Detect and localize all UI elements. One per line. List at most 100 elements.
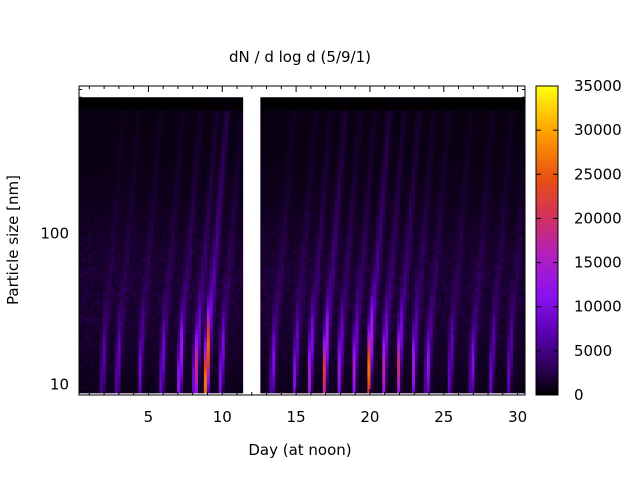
heatmap-cell <box>81 266 86 271</box>
heatmap-cell <box>174 270 178 276</box>
heatmap-cell <box>120 219 125 225</box>
heatmap-cell <box>153 105 157 111</box>
heatmap-cell <box>189 287 193 293</box>
heatmap-cell <box>111 316 116 322</box>
heatmap-cell <box>129 190 134 195</box>
heatmap-cell <box>183 181 187 187</box>
heatmap-cell <box>129 228 134 233</box>
heatmap-cell <box>147 169 151 174</box>
heatmap-cell <box>87 97 92 103</box>
heatmap-cell <box>165 329 169 335</box>
heatmap-cell <box>209 240 214 246</box>
heatmap-cell <box>230 185 235 191</box>
heatmap-cell <box>120 185 125 191</box>
heatmap-cell <box>183 215 187 221</box>
heatmap-cell <box>186 105 190 111</box>
heatmap-cell <box>293 266 297 271</box>
heatmap-cell <box>197 308 202 314</box>
heatmap-cell <box>218 312 223 318</box>
heatmap-cell <box>135 240 140 246</box>
heatmap-cell <box>269 257 273 263</box>
heatmap-cell <box>114 299 119 305</box>
heatmap-cell <box>87 126 92 132</box>
heatmap-cell <box>99 342 104 347</box>
heatmap-cell <box>84 304 89 309</box>
heatmap-cell <box>293 371 297 377</box>
heatmap-cell <box>174 194 178 200</box>
heatmap-cell <box>114 194 119 200</box>
heatmap-cell <box>111 249 116 255</box>
heatmap-cell <box>293 190 297 195</box>
heatmap-cell <box>284 101 288 107</box>
heatmap-cell <box>102 135 107 141</box>
heatmap-cell <box>224 358 229 364</box>
heatmap-cell <box>114 105 119 111</box>
heatmap-cell <box>123 122 128 128</box>
heatmap-cell <box>290 312 294 318</box>
heatmap-cell <box>126 139 131 145</box>
heatmap-cell <box>183 304 187 309</box>
heatmap-cell <box>183 295 187 301</box>
heatmap-cell <box>81 118 86 124</box>
heatmap-cell <box>186 219 190 225</box>
heatmap-cell <box>230 299 235 305</box>
heatmap-cell <box>108 202 113 208</box>
heatmap-cell <box>189 207 193 212</box>
heatmap-cell <box>174 325 178 331</box>
heatmap-cell <box>126 177 131 183</box>
heatmap-cell <box>304 299 309 305</box>
heatmap-cell <box>114 244 119 250</box>
heatmap-cell <box>284 122 288 128</box>
heatmap-cell <box>197 244 202 250</box>
heatmap-cell <box>138 126 143 132</box>
heatmap-cell <box>284 249 288 255</box>
heatmap-cell <box>266 346 270 352</box>
heatmap-cell <box>129 337 134 343</box>
heatmap-cell <box>156 346 160 352</box>
heatmap-cell <box>117 287 122 293</box>
heatmap-cell <box>120 367 125 373</box>
heatmap-cell <box>90 270 95 276</box>
heatmap-cell <box>111 329 116 335</box>
heatmap-cell <box>99 169 104 174</box>
heatmap-cell <box>144 232 148 238</box>
heatmap-cell <box>174 118 178 124</box>
heatmap-cell <box>209 325 214 331</box>
heatmap-cell <box>191 223 196 229</box>
heatmap-cell <box>99 261 104 267</box>
heatmap-cell <box>203 295 208 301</box>
heatmap-cell <box>224 126 229 132</box>
heatmap-cell <box>281 354 285 360</box>
heatmap-cell <box>138 194 143 200</box>
heatmap-cell <box>120 312 125 318</box>
heatmap-cell <box>194 253 199 259</box>
heatmap-cell <box>105 367 110 373</box>
heatmap-cell <box>260 261 264 267</box>
heatmap-cell <box>221 316 226 322</box>
heatmap-cell <box>156 363 160 368</box>
heatmap-cell <box>90 109 95 115</box>
heatmap-cell <box>215 190 220 195</box>
heatmap-cell <box>168 384 172 390</box>
heatmap-cell <box>93 223 98 229</box>
heatmap-cell <box>81 257 86 263</box>
heatmap-cell <box>165 232 169 238</box>
heatmap-cell <box>105 375 110 381</box>
heatmap-cell <box>233 177 238 183</box>
heatmap-cell <box>168 388 172 394</box>
heatmap-cell <box>90 207 95 212</box>
heatmap-cell <box>93 101 98 107</box>
heatmap-cell <box>293 105 297 111</box>
heatmap-cell <box>150 278 154 284</box>
heatmap-cell <box>99 244 104 250</box>
heatmap-cell <box>275 228 279 233</box>
heatmap-cell <box>174 173 178 179</box>
heatmap-cell <box>191 354 196 360</box>
heatmap-cell <box>138 320 143 326</box>
heatmap-cell <box>186 135 190 141</box>
heatmap-cell <box>132 295 137 301</box>
heatmap-cell <box>215 371 220 377</box>
heatmap-cell <box>111 380 116 385</box>
heatmap-cell <box>105 152 110 157</box>
heatmap-cell <box>189 325 193 331</box>
